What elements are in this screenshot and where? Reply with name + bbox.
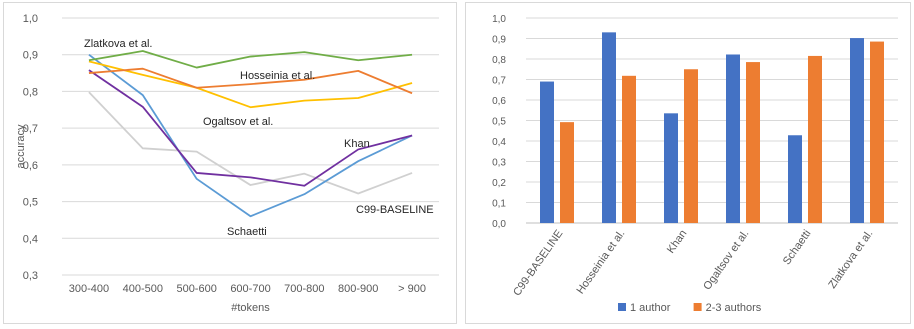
series-label: Schaetti <box>227 226 267 238</box>
y-tick-label: 0,4 <box>23 233 38 245</box>
bar <box>808 55 822 223</box>
bar <box>560 122 574 223</box>
y-tick-label: 0,6 <box>23 160 38 172</box>
y-tick-label: 0,3 <box>23 270 38 282</box>
line-chart: 0,3 0,4 0,5 0,6 0,7 0,8 0,9 1,0 300-400 400-500 50… <box>15 13 439 314</box>
y-tick-label: 0,7 <box>492 76 506 87</box>
y-tick-label: 0,0 <box>492 219 506 230</box>
x-tick-label: 400-500 <box>123 283 163 295</box>
x-tick-label: Ogaltsov et al. <box>701 228 751 292</box>
y-tick-label: 1,0 <box>492 14 506 25</box>
bar-chart: 0,0 0,1 0,2 0,3 0,4 0,5 0,6 0,7 0,8 0,9 1,0 C99-BAS… <box>492 14 898 314</box>
bar <box>684 69 698 223</box>
x-tick-label: 700-800 <box>284 283 324 295</box>
series-line <box>88 67 413 95</box>
y-tick-label: 0,8 <box>23 86 38 98</box>
x-tick-label: 300-400 <box>69 283 109 295</box>
bar <box>664 113 678 223</box>
x-tick-label: Hosseinia et al. <box>574 228 627 296</box>
y-tick-label: 0,9 <box>23 50 38 62</box>
bar <box>746 62 760 224</box>
y-tick-label: 0,3 <box>492 158 506 169</box>
y-tick-label: 0,5 <box>23 197 38 209</box>
series-line <box>88 69 413 187</box>
x-tick-label: Khan <box>665 228 690 256</box>
legend-swatch <box>693 303 702 311</box>
series-label: Hosseinia et al. <box>240 70 315 82</box>
y-tick-label: 0,8 <box>492 55 506 66</box>
y-axis-label: accuracy <box>15 124 27 169</box>
x-tick-label: 600-700 <box>230 283 270 295</box>
x-tick-label: 800-900 <box>338 283 378 295</box>
x-tick-label: Schaetti <box>781 228 814 267</box>
legend-label: 2-3 authors <box>706 302 762 314</box>
line-chart-panel: 0,3 0,4 0,5 0,6 0,7 0,8 0,9 1,0 300-400 400-500 50… <box>3 2 457 324</box>
series-line <box>88 91 413 195</box>
series-label: Khan <box>344 138 370 150</box>
y-tick-label: 1,0 <box>23 13 38 25</box>
series-line <box>88 60 413 109</box>
bar <box>726 54 740 223</box>
legend-label: 1 author <box>630 302 671 314</box>
x-tick-label: > 900 <box>398 283 426 295</box>
legend-swatch <box>618 303 626 311</box>
series-label: Ogaltsov et al. <box>203 116 273 128</box>
y-tick-label: 0,9 <box>492 35 506 46</box>
y-tick-label: 0,2 <box>492 178 506 189</box>
x-tick-label: Zlatkova et al. <box>826 228 875 291</box>
bar <box>622 75 636 223</box>
bar <box>540 81 554 223</box>
bar <box>602 32 616 223</box>
series-line <box>88 53 413 218</box>
bar <box>850 38 864 224</box>
y-tick-label: 0,6 <box>492 96 506 107</box>
y-tick-label: 0,4 <box>492 137 506 148</box>
x-tick-label: C99-BASELINE <box>511 228 565 298</box>
y-tick-label: 0,5 <box>492 117 506 128</box>
series-label: Zlatkova et al. <box>84 38 152 50</box>
series-label: C99-BASELINE <box>356 204 434 216</box>
series-line <box>88 50 413 69</box>
bar-chart-panel: 0,0 0,1 0,2 0,3 0,4 0,5 0,6 0,7 0,8 0,9 1,0 C99-BAS… <box>465 2 911 324</box>
y-tick-label: 0,7 <box>23 123 38 135</box>
bar <box>870 41 884 224</box>
x-tick-label: 500-600 <box>176 283 216 295</box>
bar <box>788 135 802 223</box>
y-tick-label: 0,1 <box>492 199 506 210</box>
x-axis-label: #tokens <box>231 302 270 314</box>
